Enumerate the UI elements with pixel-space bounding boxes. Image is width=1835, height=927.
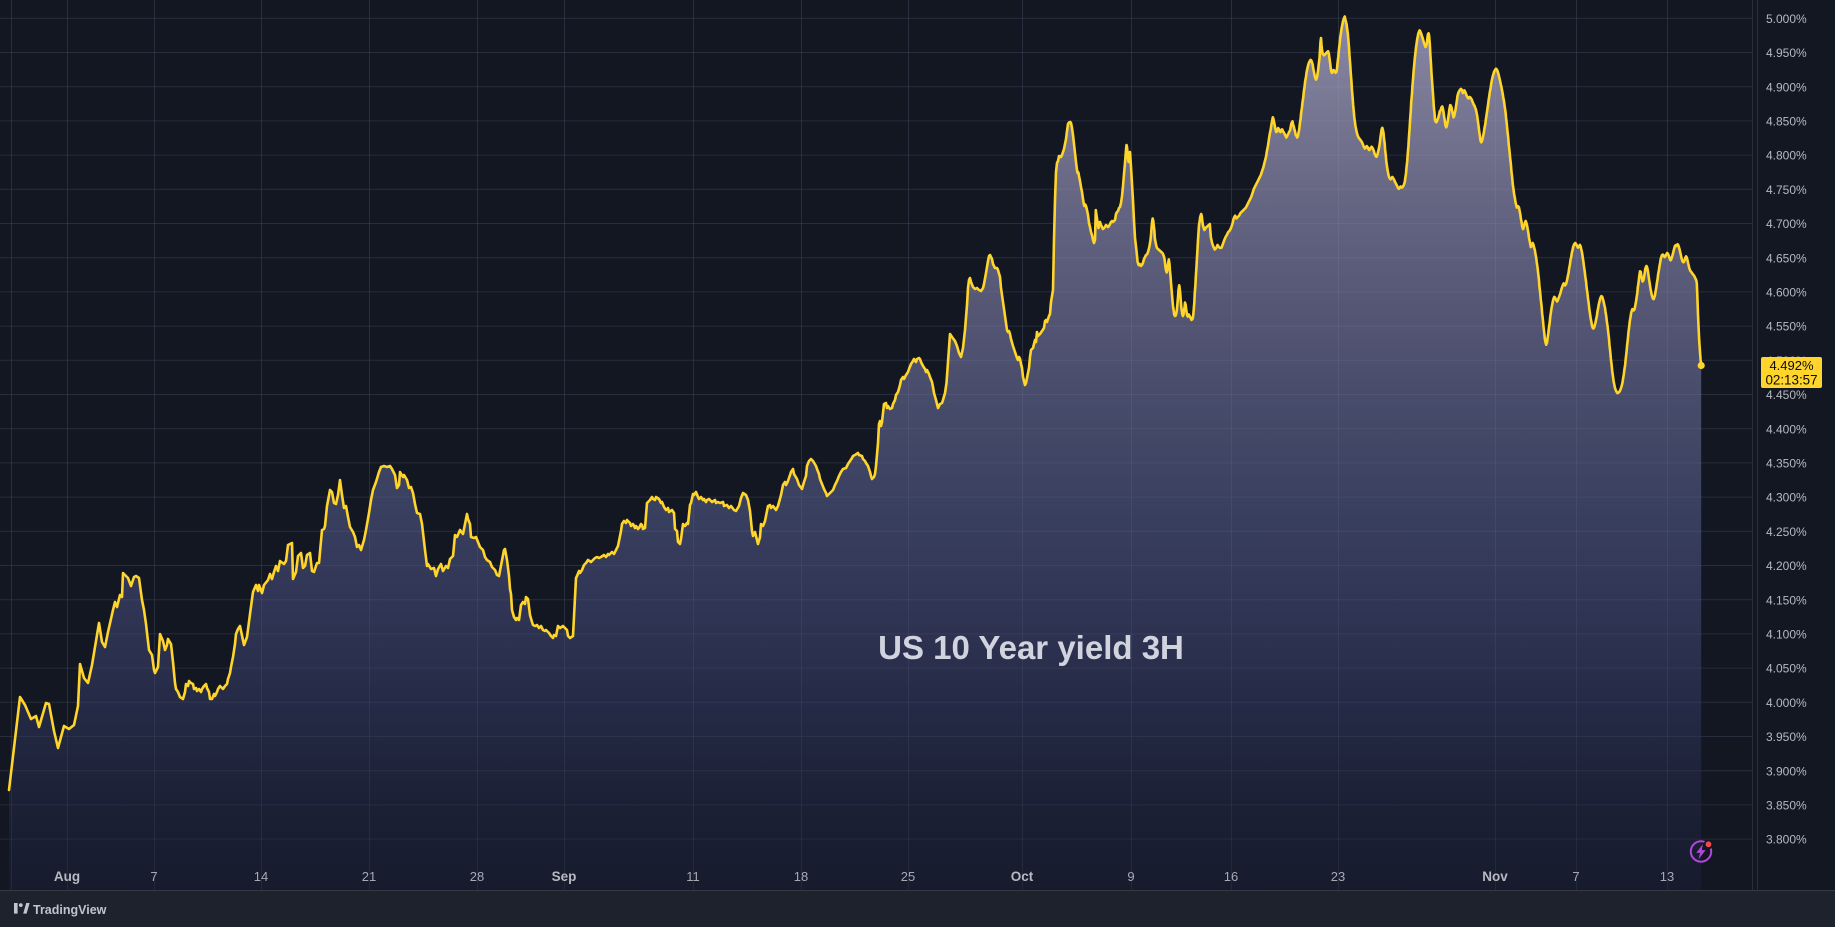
svg-text:18: 18 <box>794 869 808 884</box>
svg-text:13: 13 <box>1660 869 1674 884</box>
svg-text:4.300%: 4.300% <box>1766 491 1807 505</box>
svg-text:9: 9 <box>1127 869 1134 884</box>
svg-text:Oct: Oct <box>1011 869 1034 884</box>
svg-text:4.950%: 4.950% <box>1766 46 1807 60</box>
svg-text:Sep: Sep <box>552 869 577 884</box>
svg-text:21: 21 <box>362 869 376 884</box>
svg-text:25: 25 <box>901 869 915 884</box>
svg-text:4.600%: 4.600% <box>1766 286 1807 300</box>
svg-text:7: 7 <box>1572 869 1579 884</box>
svg-text:4.400%: 4.400% <box>1766 422 1807 436</box>
svg-text:4.750%: 4.750% <box>1766 183 1807 197</box>
svg-text:4.000%: 4.000% <box>1766 696 1807 710</box>
svg-text:3.800%: 3.800% <box>1766 833 1807 847</box>
svg-text:4.200%: 4.200% <box>1766 559 1807 573</box>
svg-text:3.850%: 3.850% <box>1766 799 1807 813</box>
svg-text:5.000%: 5.000% <box>1766 12 1807 26</box>
svg-text:4.900%: 4.900% <box>1766 80 1807 94</box>
svg-text:4.100%: 4.100% <box>1766 628 1807 642</box>
svg-text:02:13:57: 02:13:57 <box>1765 373 1817 388</box>
svg-text:28: 28 <box>470 869 484 884</box>
svg-text:US 10 Year yield 3H: US 10 Year yield 3H <box>878 629 1184 666</box>
svg-text:TradingView: TradingView <box>33 903 107 917</box>
svg-text:3.950%: 3.950% <box>1766 730 1807 744</box>
svg-text:16: 16 <box>1224 869 1238 884</box>
svg-text:4.800%: 4.800% <box>1766 149 1807 163</box>
svg-text:4.850%: 4.850% <box>1766 115 1807 129</box>
svg-text:3.900%: 3.900% <box>1766 764 1807 778</box>
svg-text:4.050%: 4.050% <box>1766 662 1807 676</box>
svg-text:4.700%: 4.700% <box>1766 217 1807 231</box>
svg-text:4.150%: 4.150% <box>1766 593 1807 607</box>
svg-text:4.550%: 4.550% <box>1766 320 1807 334</box>
svg-text:4.492%: 4.492% <box>1769 358 1814 373</box>
svg-text:11: 11 <box>686 869 700 884</box>
svg-text:Aug: Aug <box>54 869 80 884</box>
svg-text:4.250%: 4.250% <box>1766 525 1807 539</box>
svg-text:4.650%: 4.650% <box>1766 251 1807 265</box>
svg-text:7: 7 <box>150 869 157 884</box>
svg-text:4.450%: 4.450% <box>1766 388 1807 402</box>
svg-text:4.350%: 4.350% <box>1766 457 1807 471</box>
svg-text:Nov: Nov <box>1482 869 1508 884</box>
svg-text:14: 14 <box>254 869 268 884</box>
svg-text:23: 23 <box>1331 869 1345 884</box>
